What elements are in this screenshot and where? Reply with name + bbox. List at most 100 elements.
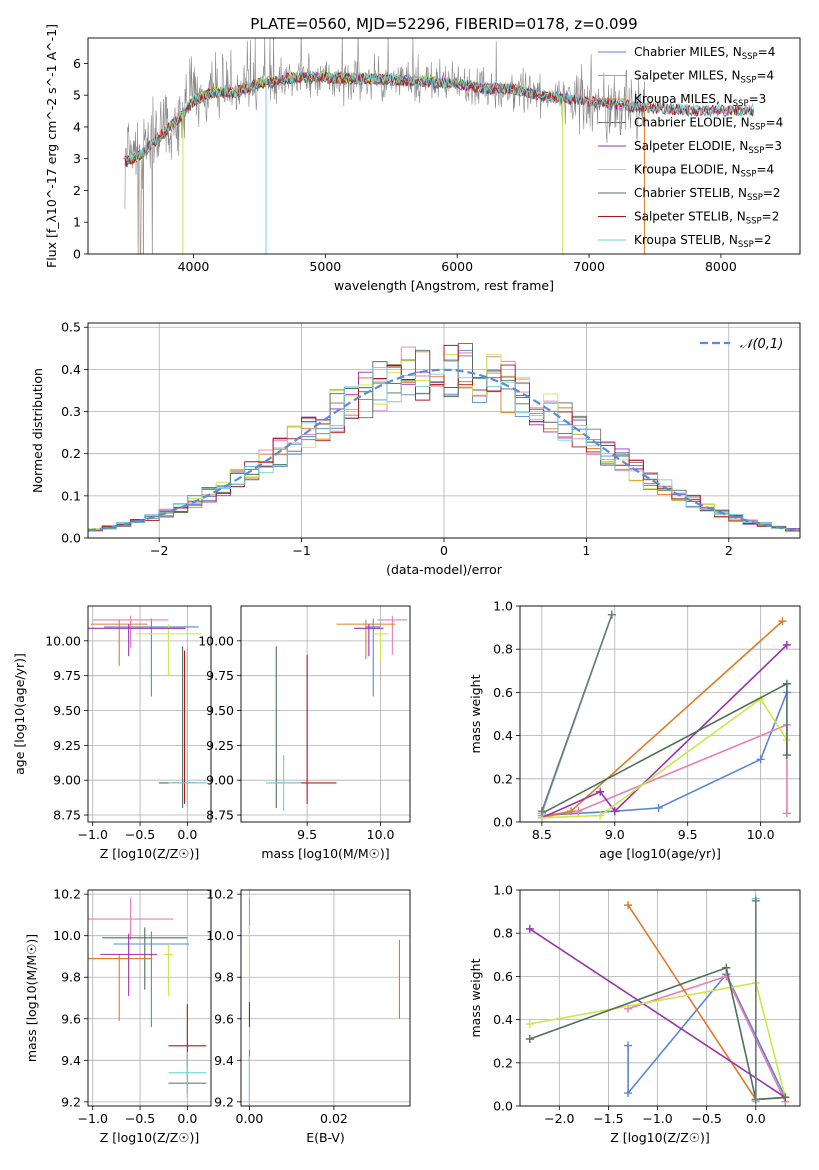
x-tick-label: 4000 <box>178 259 210 274</box>
weight_vs_age-plot-area <box>537 610 791 822</box>
y-tick-label: 1.0 <box>493 883 513 898</box>
y-tick-label: 9.75 <box>53 668 81 683</box>
legend-label: Salpeter STELIB, NSSP=2 <box>634 210 779 227</box>
x-tick-label: 0.00 <box>236 1111 264 1126</box>
model-line-chabrier_stelib <box>124 71 754 168</box>
legend-label: Kroupa STELIB, NSSP=2 <box>634 233 772 250</box>
residuals-plot-area <box>88 342 800 538</box>
legend-sub: SSP <box>742 52 758 62</box>
legend-label: Chabrier ELODIE, NSSP=4 <box>634 116 783 133</box>
legend-label: Salpeter ELODIE, NSSP=3 <box>634 139 782 156</box>
x-tick-label: 6000 <box>441 259 473 274</box>
x-axis-label: mass [log10(M/M☉)] <box>261 846 389 861</box>
weight-marker-chabrier_stelib <box>782 751 791 760</box>
y-tick-label: 0.2 <box>493 1055 513 1070</box>
legend-text: Salpeter ELODIE, N <box>634 139 748 153</box>
y-tick-label: 0.0 <box>493 1099 513 1114</box>
weight-line-salpeter_elodie <box>529 928 786 1099</box>
age_vs_Z-frame <box>87 605 212 823</box>
mass_vs_ebv-frame <box>240 889 411 1107</box>
x-tick-label: 9.5 <box>297 827 317 842</box>
y-tick-label: 0.1 <box>61 488 81 503</box>
x-tick-label: 10.0 <box>367 827 395 842</box>
y-tick-label: 9.2 <box>61 1094 81 1109</box>
model-line-kroupa_stelib <box>124 70 754 162</box>
x-axis-label: wavelength [Angstrom, rest frame] <box>334 278 554 293</box>
weight-marker-chabrier_stelib <box>782 679 791 688</box>
legend-sub: SSP <box>741 170 757 180</box>
y-tick-label: 0.4 <box>493 728 513 743</box>
x-tick-label: −0.5 <box>125 827 155 842</box>
x-tick-label: 0.02 <box>320 1111 348 1126</box>
mass_vs_ebv-axes: 0.00 0.02 9.2 9.4 9.6 9.8 10.0 10.2 E(B-V) <box>206 887 411 1145</box>
y-tick-label: 10.2 <box>53 887 81 902</box>
weight-marker-chabrier_miles <box>756 755 765 764</box>
y-tick-label: 8.75 <box>206 808 234 823</box>
legend-sub: SSP <box>738 240 754 250</box>
x-axis-label: E(B-V) <box>306 1130 345 1145</box>
weight-marker-kroupa_elodie <box>596 811 605 820</box>
y-tick-label: 10.0 <box>206 928 234 943</box>
x-axis-label: (data-model)/error <box>386 562 503 577</box>
weight-marker-salpeter_elodie <box>525 924 534 933</box>
y-tick-label: 0.0 <box>61 531 81 546</box>
x-tick-label: −0.5 <box>691 1111 721 1126</box>
legend-text: Chabrier STELIB, N <box>634 186 747 200</box>
y-tick-label: 10.2 <box>206 887 234 902</box>
x-tick-label: 7000 <box>573 259 605 274</box>
weight-line-salpeter_elodie <box>541 644 788 819</box>
weight-marker-kroupa_miles <box>567 807 576 816</box>
legend-text: Kroupa STELIB, N <box>634 233 738 247</box>
mass_vs_Z-frame <box>87 889 212 1107</box>
x-tick-label: −1.5 <box>593 1111 623 1126</box>
weight-marker-chabrier_elodie <box>751 1095 760 1104</box>
x-tick-label: 1 <box>582 543 590 558</box>
weight-marker-chabrier_stelib <box>722 963 731 972</box>
x-tick-label: 0.0 <box>177 1111 197 1126</box>
y-tick-label: 9.00 <box>206 773 234 788</box>
weight-marker-salpeter_miles <box>574 807 583 816</box>
weight-line-kroupa_miles <box>541 620 784 819</box>
weight-marker-chabrier_elodie <box>607 610 616 619</box>
weight-line-chabrier_elodie <box>541 614 613 812</box>
x-axis-label: age [log10(age/yr)] <box>599 846 721 861</box>
weight-marker-salpeter_miles <box>782 809 791 818</box>
x-axis-label: Z [log10(Z/Z☉)] <box>100 846 200 861</box>
y-tick-label: 9.75 <box>206 668 234 683</box>
x-tick-label: −2.0 <box>544 1111 574 1126</box>
legend-text: Chabrier ELODIE, N <box>634 116 750 130</box>
weight-marker-kroupa_miles <box>624 901 633 910</box>
y-tick-label: 0.3 <box>61 404 81 419</box>
legend-text: Salpeter STELIB, N <box>634 210 746 224</box>
y-axis-label: mass weight <box>468 958 483 1037</box>
mass_vs_ebv-plot-area <box>248 898 400 1106</box>
y-tick-label: 9.25 <box>206 738 234 753</box>
x-tick-label: −1.0 <box>78 1111 108 1126</box>
legend-label: Kroupa ELODIE, NSSP=4 <box>634 163 774 180</box>
weight-line-chabrier_stelib <box>529 966 786 1101</box>
legend-suffix: =4 <box>756 69 774 83</box>
y-tick-label: 3 <box>73 151 81 166</box>
y-axis-label: Normed distribution <box>30 368 45 493</box>
weight-marker-salpeter_elodie <box>782 640 791 649</box>
x-tick-label: 0.0 <box>177 827 197 842</box>
x-tick-label: 9.5 <box>678 827 698 842</box>
y-tick-label: 0.8 <box>493 926 513 941</box>
y-tick-label: 1.0 <box>493 599 513 614</box>
weight-marker-chabrier_stelib <box>525 1035 534 1044</box>
weight-marker-salpeter_elodie <box>596 787 605 796</box>
legend-suffix: =4 <box>766 116 784 130</box>
weight-marker-chabrier_elodie <box>537 807 546 816</box>
x-tick-label: 0 <box>440 543 448 558</box>
legend-suffix: =2 <box>763 186 781 200</box>
y-tick-label: 0.5 <box>61 320 81 335</box>
legend-label: 𝒩(0,1) <box>740 337 783 352</box>
x-tick-label: 10.0 <box>747 827 775 842</box>
y-tick-label: 0.6 <box>493 685 513 700</box>
y-tick-label: 9.50 <box>206 703 234 718</box>
weight-marker-chabrier_miles <box>654 803 663 812</box>
y-axis-label: mass weight <box>468 674 483 753</box>
y-tick-label: 0.2 <box>493 771 513 786</box>
